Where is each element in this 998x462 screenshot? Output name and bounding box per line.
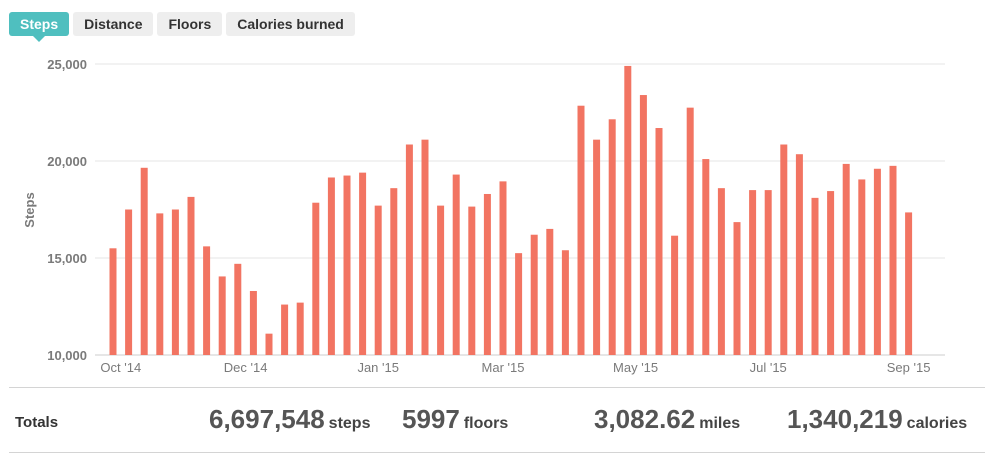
y-tick-label: 20,000 [47, 154, 87, 169]
bar[interactable] [639, 95, 647, 355]
bar[interactable] [483, 193, 491, 355]
bar[interactable] [530, 234, 538, 355]
bar[interactable] [296, 302, 304, 355]
bar[interactable] [889, 165, 897, 355]
total-floors-value: 5997 [402, 404, 460, 434]
bar[interactable] [780, 144, 788, 355]
x-tick-label: Jul '15 [750, 360, 787, 375]
total-steps: 6,697,548 steps [209, 404, 370, 435]
bar[interactable] [546, 228, 554, 355]
bar[interactable] [343, 175, 351, 355]
total-floors: 5997 floors [402, 404, 508, 435]
tab-floors[interactable]: Floors [157, 12, 223, 36]
bar[interactable] [109, 248, 117, 355]
bar[interactable] [265, 333, 273, 355]
bar[interactable] [327, 177, 335, 355]
total-miles-unit: miles [699, 415, 741, 432]
bar[interactable] [171, 209, 179, 356]
bar[interactable] [499, 181, 507, 355]
divider-top [9, 387, 985, 388]
totals-label: Totals [15, 414, 59, 431]
bar[interactable] [624, 65, 632, 355]
bar[interactable] [125, 209, 133, 356]
bar[interactable] [686, 107, 694, 356]
bar[interactable] [858, 179, 866, 355]
x-tick-label: Jan '15 [357, 360, 399, 375]
bar[interactable] [655, 128, 663, 355]
bar[interactable] [905, 212, 913, 355]
total-floors-unit: floors [463, 415, 509, 432]
bar[interactable] [717, 188, 725, 355]
bar[interactable] [795, 154, 803, 355]
bar[interactable] [608, 119, 616, 355]
bar[interactable] [359, 172, 367, 355]
bar[interactable] [561, 250, 569, 355]
total-miles: 3,082.62 miles [594, 404, 740, 435]
y-axis-ticks: 10,000 15,000 20,000 25,000 [47, 57, 87, 363]
bar[interactable] [249, 290, 257, 355]
y-tick-label: 25,000 [47, 57, 87, 72]
bar[interactable] [764, 190, 772, 355]
bar[interactable] [218, 276, 226, 355]
bar[interactable] [515, 253, 523, 355]
bar[interactable] [452, 174, 460, 355]
bar[interactable] [733, 222, 741, 355]
bar[interactable] [374, 205, 382, 355]
bars [109, 65, 913, 356]
bar[interactable] [140, 167, 148, 355]
steps-bar-chart: 10,000 15,000 20,000 25,000 Oct '14 Dec '14 J… [22, 57, 945, 375]
bar[interactable] [234, 263, 242, 355]
metric-tabs: Steps Distance Floors Calories burned [9, 12, 355, 42]
bar[interactable] [873, 168, 881, 355]
y-axis-label: Steps [22, 192, 37, 227]
bar[interactable] [842, 163, 850, 355]
bar[interactable] [156, 213, 164, 355]
x-tick-label: Mar '15 [482, 360, 525, 375]
bar[interactable] [468, 206, 476, 355]
bar[interactable] [593, 139, 601, 355]
total-calories: 1,340,219 calories [787, 404, 967, 435]
x-tick-label: Oct '14 [100, 360, 141, 375]
x-tick-label: Dec '14 [224, 360, 268, 375]
bar[interactable] [187, 196, 195, 355]
bar[interactable] [827, 191, 835, 355]
bar[interactable] [421, 139, 429, 355]
x-tick-label: May '15 [613, 360, 658, 375]
bar[interactable] [577, 105, 585, 356]
bar[interactable] [811, 197, 819, 355]
bar[interactable] [281, 304, 289, 355]
tab-calories-burned[interactable]: Calories burned [226, 12, 355, 36]
bar[interactable] [312, 202, 320, 355]
bar[interactable] [749, 190, 757, 355]
total-calories-unit: calories [906, 415, 968, 432]
total-miles-value: 3,082.62 [594, 404, 696, 434]
divider-bottom [9, 452, 985, 453]
bar[interactable] [702, 159, 710, 355]
tab-steps[interactable]: Steps [9, 12, 70, 42]
bar[interactable] [671, 235, 679, 355]
bar[interactable] [437, 205, 445, 355]
y-tick-label: 15,000 [47, 251, 87, 266]
tab-distance[interactable]: Distance [73, 12, 154, 36]
total-calories-value: 1,340,219 [787, 404, 903, 434]
x-tick-label: Sep '15 [887, 360, 931, 375]
total-steps-unit: steps [328, 415, 371, 432]
x-axis-ticks: Oct '14 Dec '14 Jan '15 Mar '15 May '15 Jul '… [100, 360, 930, 375]
y-tick-label: 10,000 [47, 348, 87, 363]
bar[interactable] [405, 144, 413, 355]
bar[interactable] [390, 188, 398, 355]
total-steps-value: 6,697,548 [209, 404, 325, 434]
bar[interactable] [203, 246, 211, 355]
